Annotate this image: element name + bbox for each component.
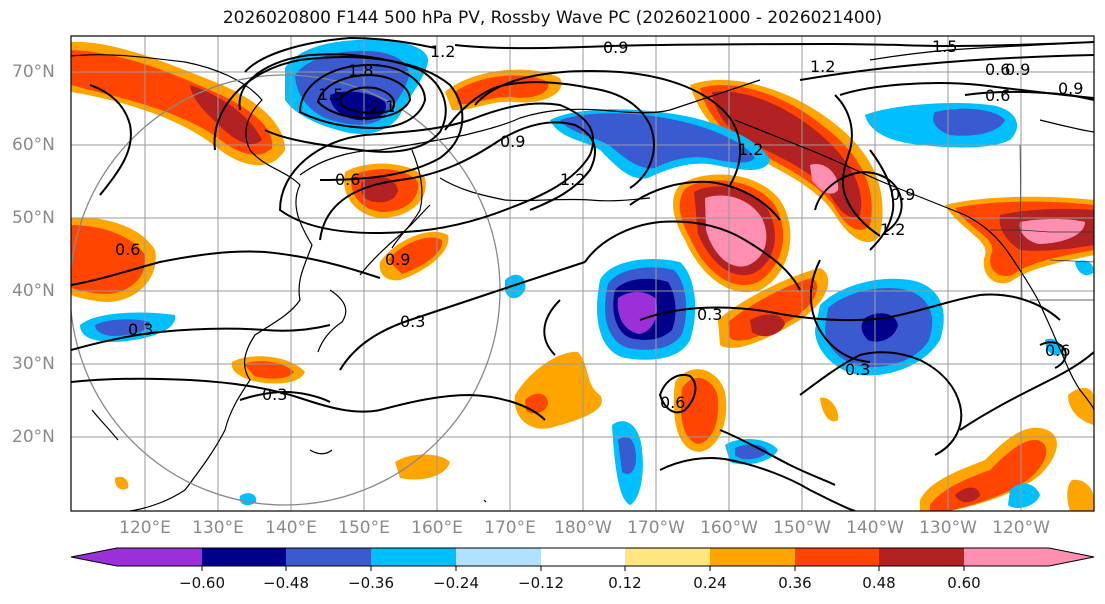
contour-label: 0.9 <box>890 185 915 204</box>
colorbar-segment <box>286 548 371 566</box>
lon-label: 140°E <box>265 518 317 538</box>
colorbar-segment <box>964 548 1049 566</box>
contour-label: 0.6 <box>1045 341 1070 360</box>
colorbar-tick-label: −0.12 <box>518 574 564 592</box>
contour-label: 1.2 <box>810 57 835 76</box>
lat-label: 30°N <box>12 354 55 374</box>
lat-label: 70°N <box>12 62 55 82</box>
contour-label: 0.6 <box>660 393 685 412</box>
contour-label: 1.2 <box>738 140 763 159</box>
contour-label: 1.2 <box>880 220 905 239</box>
contour-label: 1.8 <box>348 61 373 80</box>
colorbar-tick-label: 0.24 <box>693 574 727 592</box>
colorbar-segment <box>202 548 286 566</box>
colorbar-tick-label: 0.48 <box>862 574 896 592</box>
lon-label: 170°W <box>627 518 685 538</box>
colorbar-tick-label: −0.60 <box>179 574 225 592</box>
colorbar-segment <box>117 548 202 566</box>
lon-label: 170°E <box>484 518 536 538</box>
lon-label: 140°W <box>846 518 904 538</box>
coastlines <box>71 41 1094 511</box>
map-title: 2026020800 F144 500 hPa PV, Rossby Wave … <box>222 8 883 28</box>
lon-label: 150°E <box>338 518 390 538</box>
contour-label: 0.9 <box>385 250 410 269</box>
positive-anomaly-shading <box>71 41 1094 511</box>
lon-label: 160°W <box>700 518 758 538</box>
colorbar-tick-label: −0.36 <box>348 574 394 592</box>
colorbar-segment <box>541 548 625 566</box>
contour-label: 0.6 <box>335 170 360 189</box>
contour-label: 0.3 <box>845 360 870 379</box>
colorbar-outline <box>70 547 1095 567</box>
lat-label: 60°N <box>12 135 55 155</box>
colorbar-tick-label: 0.60 <box>947 574 981 592</box>
map-frame <box>70 35 1095 512</box>
contour-label: 0.3 <box>128 320 153 339</box>
colorbar-segment <box>710 548 795 566</box>
contour-label: 1.2 <box>430 42 455 61</box>
contour-label: 0.3 <box>262 385 287 404</box>
colorbar-tick-label: −0.48 <box>263 574 309 592</box>
contour-labels: 1.2 0.9 1.5 1.8 2.1 1.5 1.2 0.9 0.6 0.9 … <box>115 37 1083 412</box>
colorbar-tick-label: −0.24 <box>433 574 479 592</box>
contour-label: 0.6 <box>985 60 1010 79</box>
lat-label: 50°N <box>12 208 55 228</box>
contour-label: 0.6 <box>985 86 1010 105</box>
contour-label: 0.9 <box>1005 60 1030 79</box>
contour-label: 0.6 <box>115 240 140 259</box>
lon-label: 160°E <box>411 518 463 538</box>
lat-label: 40°N <box>12 281 55 301</box>
lon-label: 120°W <box>992 518 1050 538</box>
pv-contours <box>71 36 1094 511</box>
lon-label: 120°E <box>119 518 171 538</box>
contour-label: 0.9 <box>500 132 525 151</box>
lon-label: 130°E <box>192 518 244 538</box>
colorbar-segment <box>456 548 541 566</box>
lat-label: 20°N <box>12 427 55 447</box>
colorbar <box>70 547 1095 571</box>
lon-label: 150°W <box>773 518 831 538</box>
contour-label: 0.9 <box>1058 79 1083 98</box>
colorbar-segment <box>625 548 710 566</box>
political-borders <box>990 144 1094 301</box>
contour-label: 0.9 <box>603 38 628 57</box>
colorbar-extend-low <box>71 548 117 566</box>
contour-label: 0.3 <box>697 305 722 324</box>
colorbar-extend-high <box>1049 548 1094 566</box>
lon-label: 130°W <box>919 518 977 538</box>
colorbar-segment <box>795 548 879 566</box>
contour-label: 0.3 <box>400 312 425 331</box>
contour-label: 1.2 <box>560 170 585 189</box>
contour-label: 2.1 <box>370 97 395 116</box>
colorbar-segment <box>371 548 456 566</box>
colorbar-tick-label: 0.36 <box>778 574 812 592</box>
lon-label: 180°W <box>554 518 612 538</box>
contour-label: 1.5 <box>318 85 343 104</box>
contour-label: 1.5 <box>932 37 957 56</box>
colorbar-tick-label: 0.12 <box>608 574 642 592</box>
colorbar-segment <box>879 548 964 566</box>
